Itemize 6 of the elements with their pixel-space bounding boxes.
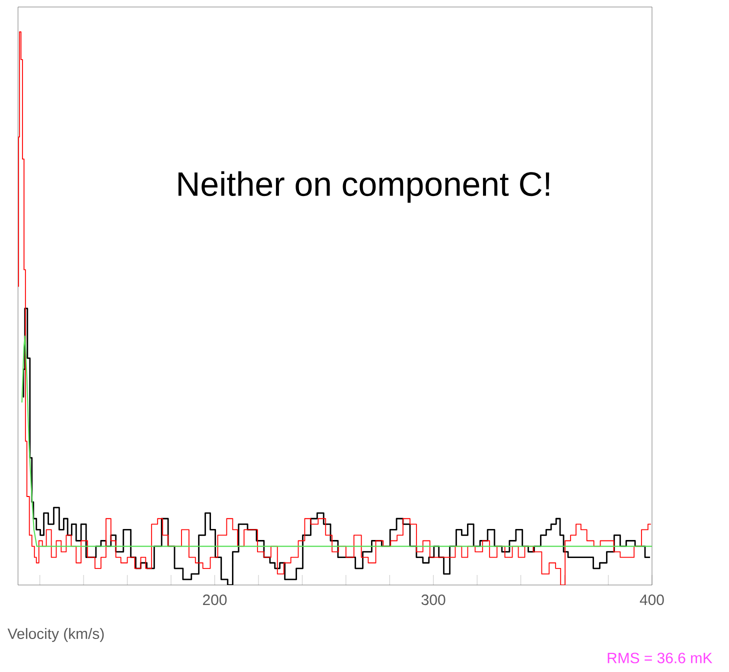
x-axis-title: Velocity (km/s) (8, 628, 104, 642)
x-tick-label: 300 (421, 594, 446, 606)
text: RMS = 36.6 mK (608, 652, 712, 664)
x-tick-label: 200 (203, 594, 227, 606)
x-tick-label: 400 (640, 594, 664, 606)
annotation: Neither on component C! (178, 171, 550, 203)
